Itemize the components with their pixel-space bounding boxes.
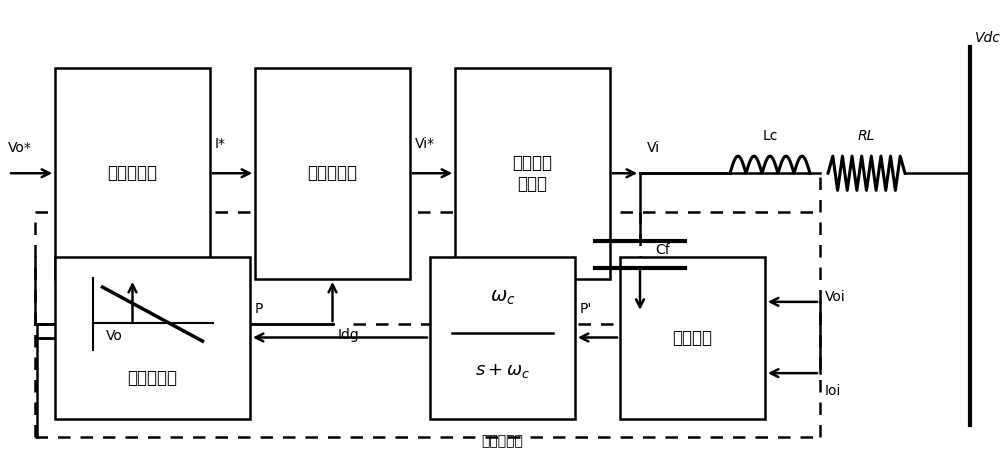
Text: Ioi: Ioi xyxy=(825,384,841,398)
Text: 功率计算: 功率计算 xyxy=(672,328,712,346)
Text: Vdci: Vdci xyxy=(975,32,1000,45)
Text: I*: I* xyxy=(215,138,226,152)
Text: Vi*: Vi* xyxy=(415,138,435,152)
Text: Voi: Voi xyxy=(825,290,846,304)
Bar xyxy=(55,256,250,419)
Text: $\omega_c$: $\omega_c$ xyxy=(490,288,515,307)
Bar xyxy=(620,256,765,419)
Text: RL: RL xyxy=(858,129,875,143)
Text: Vo: Vo xyxy=(106,328,123,342)
Text: 功率控制器: 功率控制器 xyxy=(482,434,523,448)
Text: $s+\omega_c$: $s+\omega_c$ xyxy=(475,362,530,380)
Bar xyxy=(255,68,410,279)
Text: P: P xyxy=(255,302,263,316)
Bar xyxy=(455,68,610,279)
Text: 电压控制器: 电压控制器 xyxy=(108,164,158,182)
Text: P': P' xyxy=(580,302,592,316)
Bar xyxy=(55,68,210,279)
Text: Cf: Cf xyxy=(655,243,670,257)
Text: Vo*: Vo* xyxy=(8,141,32,156)
Text: Vi: Vi xyxy=(647,141,660,156)
Bar xyxy=(430,256,575,419)
Text: 电流控制器: 电流控制器 xyxy=(308,164,358,182)
Text: Idg: Idg xyxy=(338,328,359,342)
Text: 功率控制器: 功率控制器 xyxy=(128,369,178,387)
Text: Lc: Lc xyxy=(762,129,778,143)
Text: 电力电子
变换器: 电力电子 变换器 xyxy=(512,154,552,193)
